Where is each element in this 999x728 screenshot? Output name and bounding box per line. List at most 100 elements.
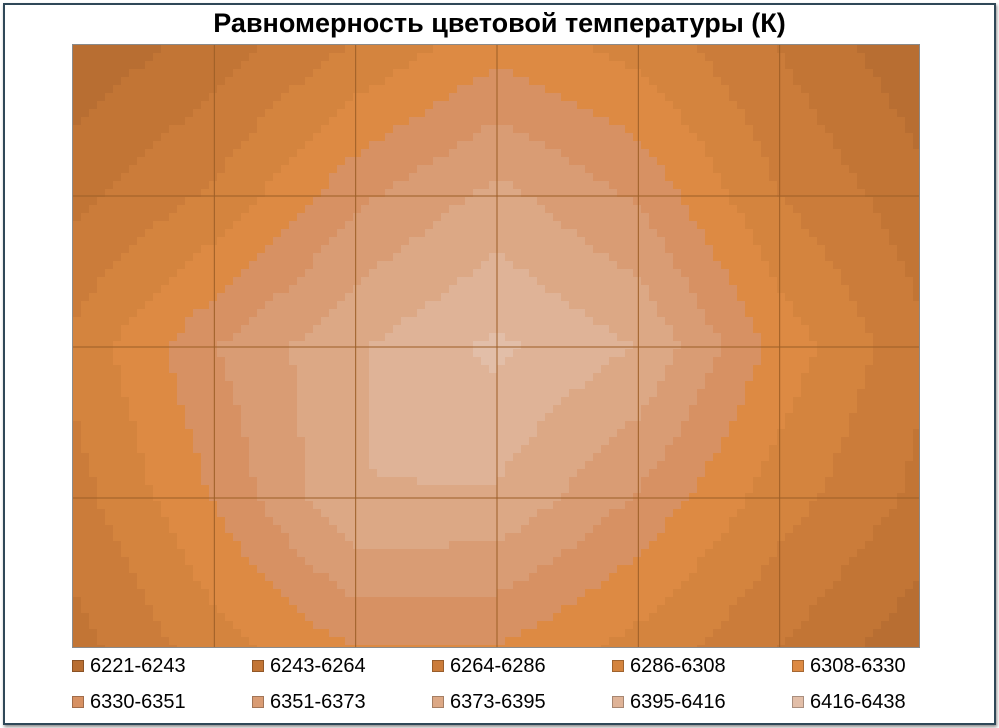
contour-cell bbox=[889, 245, 898, 254]
contour-cell bbox=[761, 261, 770, 270]
contour-cell bbox=[385, 389, 394, 398]
contour-cell bbox=[257, 365, 266, 374]
contour-cell bbox=[201, 77, 210, 86]
contour-cell bbox=[449, 293, 458, 302]
contour-cell bbox=[137, 373, 146, 382]
contour-cell bbox=[169, 237, 178, 246]
contour-cell bbox=[497, 317, 506, 326]
contour-cell bbox=[729, 349, 738, 358]
contour-cell bbox=[297, 181, 306, 190]
contour-cell bbox=[425, 397, 434, 406]
contour-cell bbox=[177, 133, 186, 142]
contour-cell bbox=[849, 69, 858, 78]
contour-cell bbox=[529, 109, 538, 118]
contour-cell bbox=[753, 189, 762, 198]
contour-cell bbox=[233, 61, 242, 70]
contour-cell bbox=[529, 85, 538, 94]
contour-cell bbox=[745, 389, 754, 398]
contour-cell bbox=[233, 357, 242, 366]
contour-cell bbox=[841, 413, 850, 422]
contour-cell bbox=[785, 157, 794, 166]
contour-cell bbox=[625, 69, 634, 78]
contour-cell bbox=[737, 277, 746, 286]
contour-cell bbox=[697, 333, 706, 342]
contour-cell bbox=[513, 133, 522, 142]
contour-cell bbox=[113, 189, 122, 198]
contour-cell bbox=[873, 365, 882, 374]
contour-cell bbox=[241, 285, 250, 294]
contour-cell bbox=[417, 261, 426, 270]
contour-cell bbox=[673, 357, 682, 366]
contour-cell bbox=[897, 157, 906, 166]
contour-cell bbox=[633, 45, 642, 54]
contour-cell bbox=[777, 285, 786, 294]
contour-cell bbox=[289, 261, 298, 270]
contour-cell bbox=[481, 261, 490, 270]
contour-cell bbox=[297, 45, 306, 54]
contour-cell bbox=[625, 149, 634, 158]
contour-cell bbox=[161, 101, 170, 110]
contour-cell bbox=[849, 61, 858, 70]
contour-cell bbox=[473, 237, 482, 246]
contour-cell bbox=[585, 221, 594, 230]
contour-cell bbox=[713, 101, 722, 110]
contour-cell bbox=[753, 69, 762, 78]
contour-cell bbox=[313, 221, 322, 230]
contour-cell bbox=[537, 229, 546, 238]
contour-cell bbox=[457, 253, 466, 262]
contour-cell bbox=[393, 189, 402, 198]
contour-cell bbox=[81, 149, 90, 158]
contour-cell bbox=[81, 221, 90, 230]
contour-cell bbox=[649, 93, 658, 102]
contour-cell bbox=[265, 405, 274, 414]
contour-cell bbox=[225, 181, 234, 190]
contour-cell bbox=[737, 341, 746, 350]
contour-cell bbox=[825, 53, 834, 62]
contour-cell bbox=[377, 61, 386, 70]
contour-cell bbox=[569, 333, 578, 342]
contour-cell bbox=[121, 373, 130, 382]
contour-cell bbox=[729, 125, 738, 134]
contour-cell bbox=[513, 357, 522, 366]
contour-cell bbox=[465, 253, 474, 262]
contour-cell bbox=[689, 125, 698, 134]
contour-cell bbox=[633, 357, 642, 366]
contour-cell bbox=[769, 325, 778, 334]
contour-cell bbox=[225, 389, 234, 398]
contour-cell bbox=[849, 333, 858, 342]
contour-cell bbox=[529, 277, 538, 286]
contour-cell bbox=[833, 53, 842, 62]
contour-cell bbox=[305, 61, 314, 70]
contour-cell bbox=[913, 357, 919, 366]
contour-cell bbox=[129, 61, 138, 70]
contour-cell bbox=[377, 53, 386, 62]
contour-cell bbox=[409, 77, 418, 86]
contour-cell bbox=[209, 285, 218, 294]
contour-cell bbox=[585, 213, 594, 222]
contour-cell bbox=[305, 165, 314, 174]
contour-cell bbox=[729, 149, 738, 158]
contour-cell bbox=[185, 413, 194, 422]
contour-cell bbox=[217, 53, 226, 62]
contour-cell bbox=[145, 285, 154, 294]
contour-cell bbox=[721, 301, 730, 310]
contour-cell bbox=[673, 189, 682, 198]
contour-cell bbox=[241, 181, 250, 190]
contour-cell bbox=[633, 397, 642, 406]
contour-cell bbox=[905, 229, 914, 238]
contour-cell bbox=[353, 349, 362, 358]
contour-cell bbox=[697, 173, 706, 182]
contour-cell bbox=[297, 373, 306, 382]
contour-cell bbox=[905, 77, 914, 86]
contour-cell bbox=[785, 245, 794, 254]
contour-cell bbox=[897, 237, 906, 246]
contour-cell bbox=[409, 85, 418, 94]
contour-cell bbox=[361, 261, 370, 270]
contour-cell bbox=[393, 253, 402, 262]
contour-cell bbox=[601, 197, 610, 206]
contour-cell bbox=[441, 253, 450, 262]
contour-cell bbox=[289, 269, 298, 278]
contour-cell bbox=[889, 213, 898, 222]
contour-cell bbox=[265, 333, 274, 342]
contour-cell bbox=[241, 125, 250, 134]
